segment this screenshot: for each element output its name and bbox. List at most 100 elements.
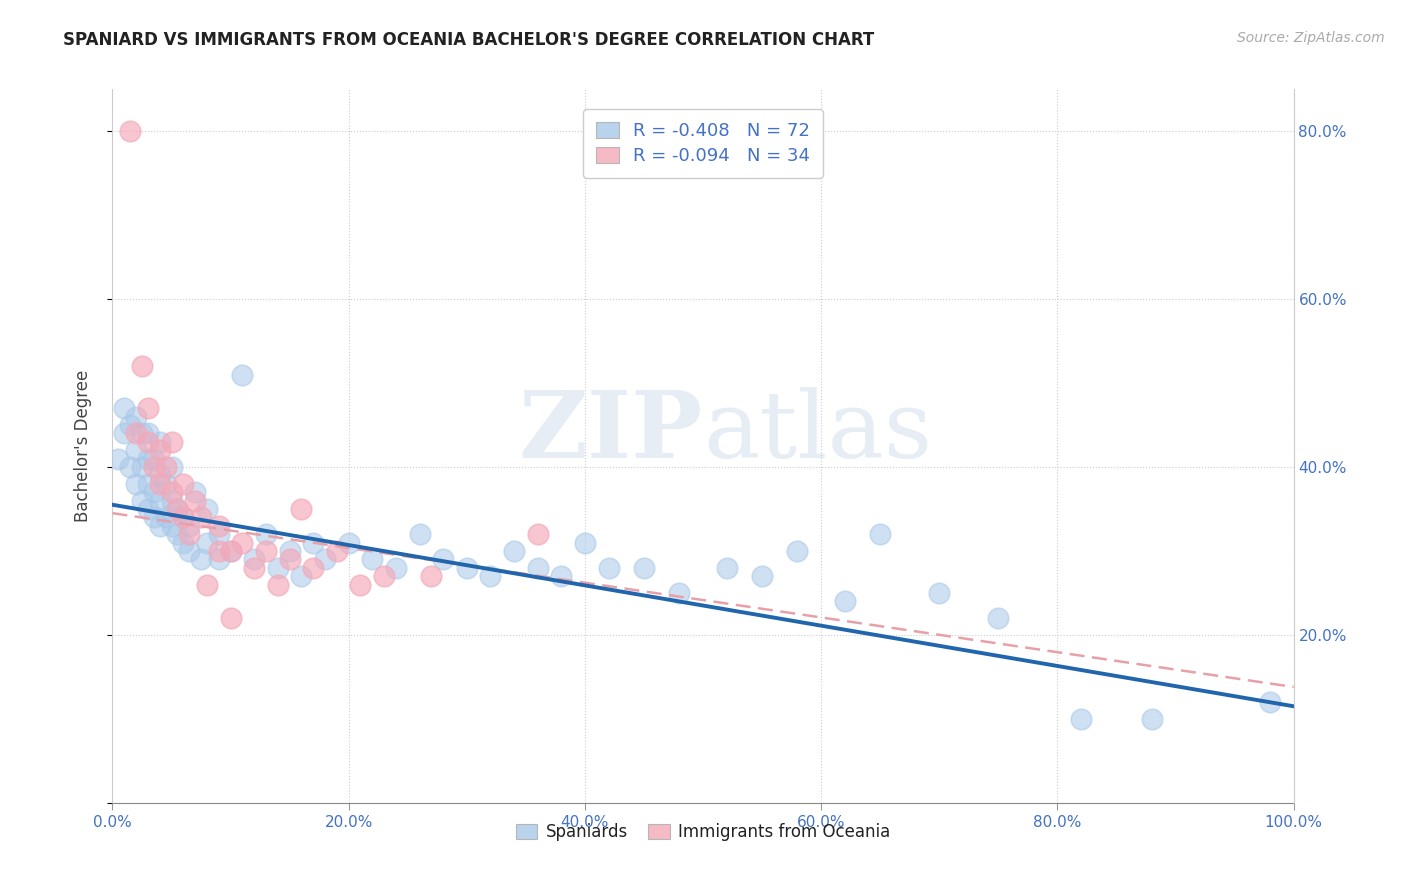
Point	[208, 552, 231, 566]
Point	[160, 518, 183, 533]
Point	[179, 544, 201, 558]
Point	[302, 560, 325, 574]
Point	[136, 434, 159, 449]
Point	[131, 359, 153, 374]
Point	[125, 443, 148, 458]
Point	[668, 586, 690, 600]
Point	[550, 569, 572, 583]
Point	[125, 426, 148, 441]
Point	[716, 560, 738, 574]
Point	[278, 544, 301, 558]
Point	[195, 502, 218, 516]
Point	[373, 569, 395, 583]
Point	[179, 518, 201, 533]
Point	[149, 434, 172, 449]
Point	[208, 518, 231, 533]
Point	[456, 560, 478, 574]
Point	[184, 485, 207, 500]
Point	[408, 527, 430, 541]
Point	[166, 527, 188, 541]
Point	[208, 544, 231, 558]
Point	[219, 544, 242, 558]
Point	[337, 535, 360, 549]
Point	[314, 552, 336, 566]
Point	[172, 510, 194, 524]
Point	[267, 560, 290, 574]
Point	[155, 460, 177, 475]
Point	[254, 544, 277, 558]
Point	[107, 451, 129, 466]
Point	[302, 535, 325, 549]
Point	[160, 485, 183, 500]
Point	[526, 560, 548, 574]
Point	[179, 527, 201, 541]
Point	[142, 460, 165, 475]
Point	[432, 552, 454, 566]
Point	[136, 426, 159, 441]
Point	[149, 443, 172, 458]
Point	[231, 368, 253, 382]
Point	[834, 594, 856, 608]
Point	[786, 544, 808, 558]
Point	[1070, 712, 1092, 726]
Point	[290, 502, 312, 516]
Point	[195, 577, 218, 591]
Y-axis label: Bachelor's Degree: Bachelor's Degree	[73, 370, 91, 522]
Point	[598, 560, 620, 574]
Point	[120, 124, 142, 138]
Point	[112, 426, 135, 441]
Point	[136, 502, 159, 516]
Point	[166, 502, 188, 516]
Point	[349, 577, 371, 591]
Point	[526, 527, 548, 541]
Point	[142, 485, 165, 500]
Point	[131, 493, 153, 508]
Point	[503, 544, 526, 558]
Point	[385, 560, 408, 574]
Point	[131, 460, 153, 475]
Point	[278, 552, 301, 566]
Point	[149, 518, 172, 533]
Point	[136, 401, 159, 416]
Point	[160, 434, 183, 449]
Point	[131, 426, 153, 441]
Point	[184, 493, 207, 508]
Point	[254, 527, 277, 541]
Point	[574, 535, 596, 549]
Point	[190, 552, 212, 566]
Point	[1258, 695, 1281, 709]
Point	[361, 552, 384, 566]
Point	[142, 510, 165, 524]
Point	[120, 417, 142, 432]
Point	[136, 451, 159, 466]
Point	[112, 401, 135, 416]
Point	[190, 510, 212, 524]
Point	[633, 560, 655, 574]
Point	[172, 535, 194, 549]
Point	[149, 476, 172, 491]
Point	[166, 502, 188, 516]
Point	[195, 535, 218, 549]
Point	[928, 586, 950, 600]
Point	[290, 569, 312, 583]
Point	[479, 569, 502, 583]
Point	[155, 476, 177, 491]
Point	[243, 552, 266, 566]
Legend: Spaniards, Immigrants from Oceania: Spaniards, Immigrants from Oceania	[509, 817, 897, 848]
Point	[172, 476, 194, 491]
Point	[172, 510, 194, 524]
Point	[155, 510, 177, 524]
Point	[149, 468, 172, 483]
Point	[267, 577, 290, 591]
Point	[125, 476, 148, 491]
Point	[125, 409, 148, 424]
Point	[120, 460, 142, 475]
Point	[1140, 712, 1163, 726]
Text: atlas: atlas	[703, 387, 932, 476]
Point	[751, 569, 773, 583]
Point	[149, 493, 172, 508]
Point	[219, 611, 242, 625]
Point	[231, 535, 253, 549]
Text: SPANIARD VS IMMIGRANTS FROM OCEANIA BACHELOR'S DEGREE CORRELATION CHART: SPANIARD VS IMMIGRANTS FROM OCEANIA BACH…	[63, 31, 875, 49]
Point	[160, 493, 183, 508]
